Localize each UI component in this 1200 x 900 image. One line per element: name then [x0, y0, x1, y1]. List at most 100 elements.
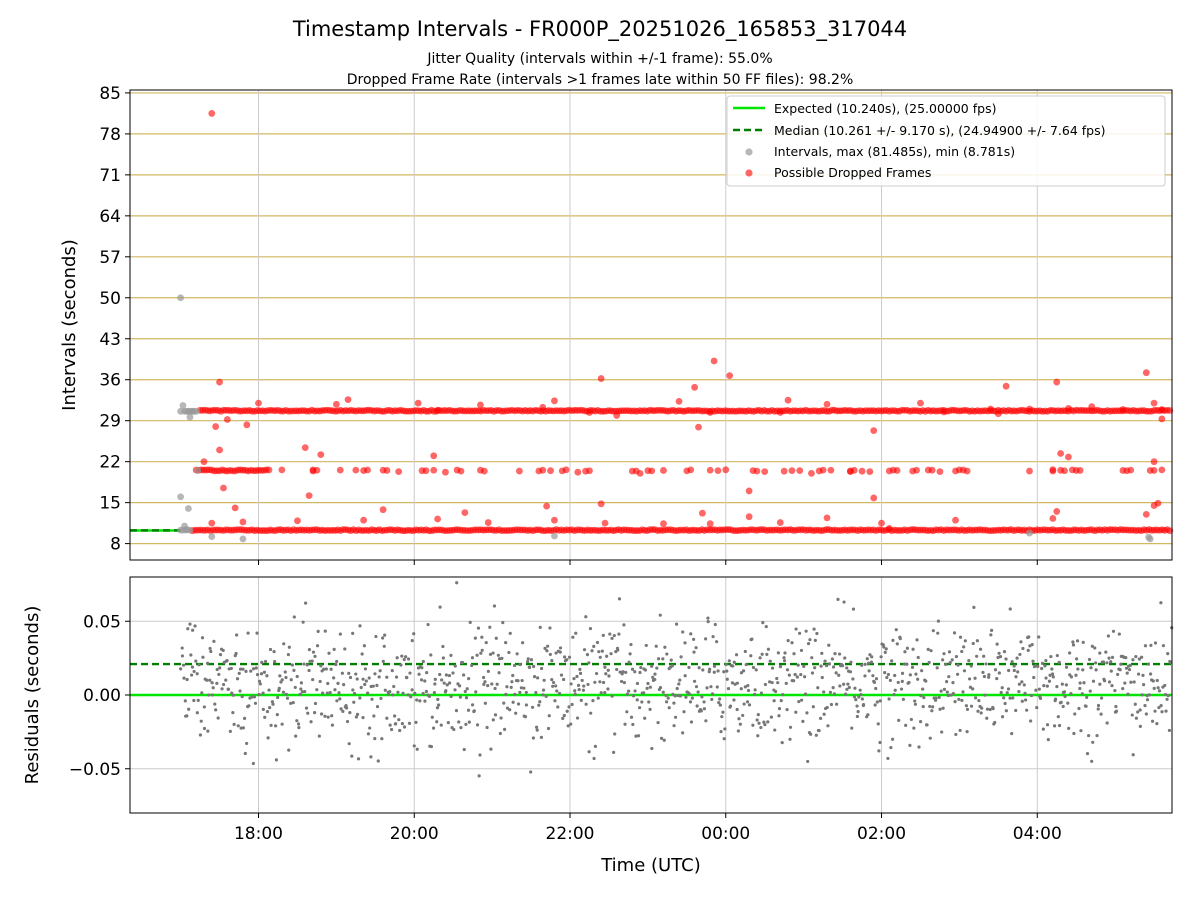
residual-point [775, 676, 779, 681]
residual-point [558, 646, 563, 650]
residual-point [319, 664, 323, 668]
residual-point [1093, 646, 1097, 650]
residual-point [462, 747, 466, 752]
residual-point [1051, 675, 1055, 679]
residual-point [401, 691, 405, 695]
x-tick-label-22:00: 22:00 [546, 824, 595, 844]
dropped-frame-point [613, 412, 621, 419]
residual-point [876, 722, 880, 726]
residual-point [491, 651, 495, 655]
residual-point [739, 687, 743, 691]
dropped-frame-point [430, 466, 438, 474]
residual-point [1020, 699, 1024, 703]
residual-point [997, 651, 1001, 655]
residual-point [827, 643, 831, 647]
residual-point [1000, 715, 1005, 719]
residual-point [1012, 668, 1016, 673]
residual-point [995, 642, 999, 646]
residual-point [739, 671, 744, 675]
residual-point [486, 684, 490, 688]
residual-point [354, 672, 358, 676]
residual-point [1055, 684, 1059, 689]
residual-point [1034, 688, 1038, 692]
interval-point [185, 505, 192, 512]
residual-point [240, 694, 244, 699]
dropped-frame-point [586, 467, 593, 475]
residual-point [930, 709, 934, 713]
residual-point [309, 720, 313, 724]
residual-point [717, 700, 721, 705]
residual-point [764, 625, 768, 629]
intervals-ytick-label-71: 71 [99, 166, 121, 186]
residual-point [689, 720, 694, 724]
residual-point [334, 662, 338, 667]
residual-point [957, 697, 961, 701]
interval-point [194, 467, 202, 474]
residual-point [571, 635, 575, 639]
residual-point [1114, 709, 1119, 713]
residual-point [508, 631, 512, 635]
residual-point [548, 652, 552, 657]
residual-point [701, 668, 705, 672]
residuals-y-label: Residuals (seconds) [22, 606, 43, 785]
residual-point [190, 673, 194, 677]
residual-point [615, 667, 619, 672]
residual-point [728, 704, 733, 708]
residual-point [358, 624, 362, 628]
dropped-frame-point [660, 520, 667, 528]
residual-point [682, 710, 686, 714]
residual-point [380, 737, 384, 741]
residual-point [377, 675, 381, 679]
residual-point [1014, 708, 1018, 713]
residual-point [1157, 705, 1161, 710]
residual-point [922, 695, 926, 700]
residual-point [1057, 723, 1062, 728]
residual-point [842, 682, 846, 686]
residual-point [514, 711, 518, 715]
residual-point [567, 705, 571, 709]
residual-point [935, 666, 939, 670]
residual-point [612, 750, 616, 754]
residual-point [725, 669, 729, 673]
residual-point [524, 690, 528, 695]
dropped-frame-point [1053, 508, 1061, 515]
residual-point [921, 687, 925, 691]
residual-point [781, 693, 785, 697]
residual-point [886, 672, 891, 677]
residual-point [1035, 705, 1039, 710]
residual-point [291, 701, 295, 705]
residual-point [942, 687, 947, 691]
residual-point [246, 631, 250, 635]
residual-point [1087, 733, 1091, 738]
residual-point [746, 688, 751, 693]
residual-point [336, 681, 340, 685]
dropped-frame-point [695, 423, 702, 431]
legend-box [726, 95, 1166, 187]
residual-point [545, 649, 549, 653]
residual-point [874, 686, 878, 691]
interval-point [177, 493, 185, 501]
residual-point [554, 651, 558, 655]
residual-point [552, 680, 556, 685]
residual-point [804, 629, 808, 633]
residual-point [1071, 643, 1076, 647]
intervals-ytick-label-22: 22 [99, 453, 121, 473]
residual-point [302, 662, 306, 666]
residual-point [218, 666, 222, 670]
residual-point [523, 715, 528, 719]
residual-point [954, 732, 958, 737]
residual-point [1155, 678, 1159, 683]
residual-point [421, 691, 425, 696]
residual-point [1094, 661, 1098, 665]
residual-point [885, 675, 889, 680]
residual-point [826, 724, 830, 728]
residual-point [851, 677, 855, 681]
residual-point [402, 657, 406, 662]
residual-point [566, 724, 570, 728]
residual-point [378, 669, 382, 673]
dropped-frame-point [698, 509, 706, 517]
residual-point [316, 629, 320, 633]
residual-point [692, 679, 697, 683]
residual-point [604, 672, 608, 676]
residual-point [684, 695, 688, 699]
